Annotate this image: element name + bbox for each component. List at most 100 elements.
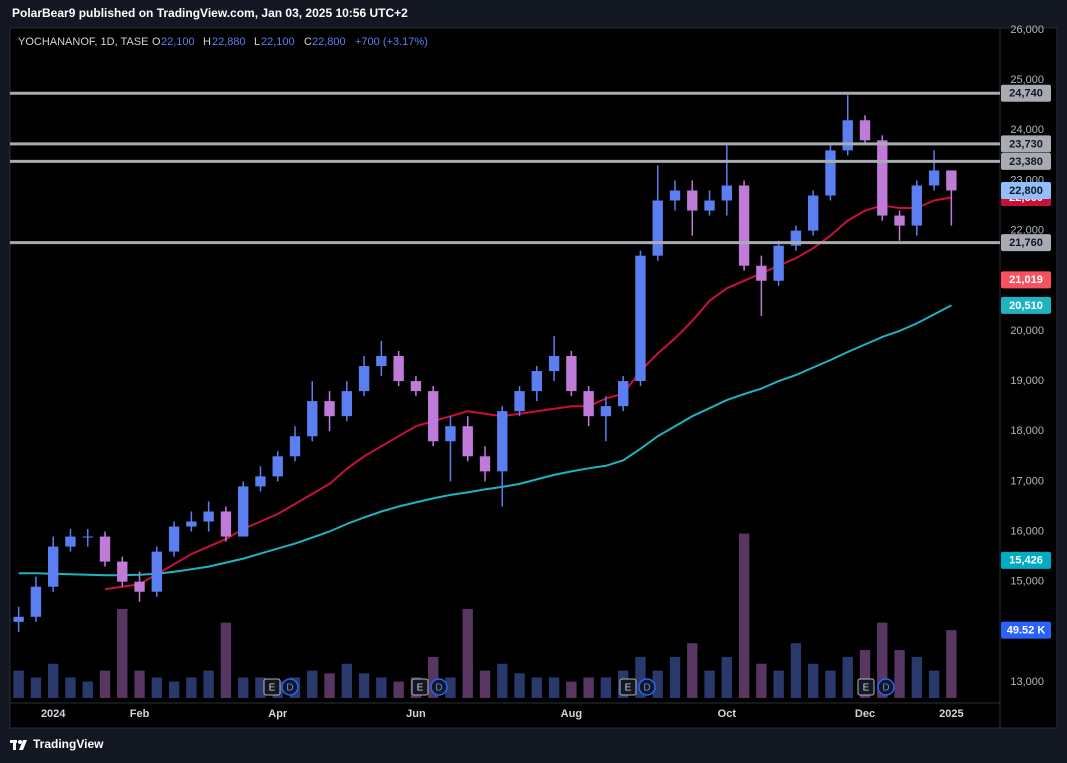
event-marker: D (882, 683, 889, 694)
candle-body (393, 356, 404, 382)
candle-body (808, 195, 819, 231)
brand-logo (10, 740, 27, 750)
candle-body (842, 120, 853, 151)
brand[interactable]: TradingView (33, 737, 104, 751)
legend-value: 22,100 (261, 36, 295, 48)
candle-body (341, 391, 352, 417)
volume-bar (790, 643, 802, 698)
volume-bar (151, 677, 162, 698)
volume-bar (548, 677, 560, 698)
volume-bar (479, 670, 491, 698)
price-tag (1001, 271, 1051, 289)
volume-bar (203, 670, 214, 698)
candle-body (428, 391, 439, 442)
candle-body (583, 391, 594, 417)
volume-bar (859, 650, 871, 698)
candle-body (618, 381, 629, 407)
candle-body (358, 366, 370, 392)
candle-body (324, 401, 335, 417)
volume-bar (531, 677, 542, 698)
volume-bar (773, 670, 784, 698)
volume-bar (669, 656, 681, 698)
legend-value: 22,880 (212, 36, 246, 48)
event-icon (877, 678, 895, 696)
candle-body (82, 536, 93, 538)
volume-bar (911, 656, 922, 698)
price-tag (1001, 551, 1051, 569)
y-tick-label: 22,000 (1010, 225, 1044, 237)
price-tag-label: 21,760 (1009, 237, 1043, 249)
candle-body (479, 456, 491, 472)
price-tag (1001, 296, 1051, 314)
volume-bar (652, 670, 663, 698)
price-tag (1001, 135, 1051, 153)
y-tick-label: 15,000 (1010, 576, 1044, 588)
price-tag-label: 49.52 K (1007, 625, 1046, 637)
volume-bar (877, 622, 888, 698)
volume-bar (842, 656, 853, 698)
candle-body (566, 356, 577, 392)
event-icon (619, 678, 637, 696)
volume-bar (82, 681, 93, 698)
candle-body (704, 200, 715, 211)
candle-body (825, 150, 836, 196)
candle-body (151, 551, 162, 592)
candle-body (756, 265, 767, 281)
volume-bar (13, 670, 24, 698)
candle-body (48, 546, 59, 587)
candle-body (859, 120, 871, 141)
x-tick-label: Jun (406, 708, 426, 720)
legend-value: 22,800 (312, 36, 346, 48)
event-icon (281, 678, 299, 696)
volume-bar (928, 670, 940, 698)
candle-body (635, 255, 646, 382)
candle-body (531, 371, 542, 392)
legend-value: 22,100 (161, 36, 195, 48)
candle-body (99, 536, 111, 562)
y-tick-label: 16,000 (1010, 525, 1044, 537)
candle-body (462, 426, 473, 457)
legend-change: +700 (+3.17%) (355, 36, 428, 48)
price-tag (1001, 234, 1051, 252)
price-tag (1001, 152, 1051, 170)
candle-body (238, 486, 249, 537)
x-tick-label: Feb (130, 708, 150, 720)
volume-bar (30, 677, 42, 698)
candle-body (687, 190, 698, 211)
volume-bar (825, 670, 836, 698)
candle-body (272, 456, 283, 477)
volume-bar (168, 681, 180, 698)
candle-body (168, 526, 180, 552)
volume-bar (48, 663, 59, 698)
candle-body (410, 381, 422, 392)
y-tick-label: 24,000 (1010, 124, 1044, 136)
volume-bar (738, 533, 750, 698)
x-tick-label: 2025 (939, 708, 963, 720)
price-tag-label: 22,800 (1009, 185, 1043, 197)
candle-body (946, 170, 957, 191)
volume-bar (134, 670, 145, 698)
volume-bar (756, 663, 767, 698)
y-tick-label: 13,000 (1010, 676, 1044, 688)
price-tag-label: 15,426 (1009, 555, 1043, 567)
candle-body (773, 245, 784, 281)
x-tick-label: Aug (561, 708, 582, 720)
y-tick-label: 18,000 (1010, 425, 1044, 437)
moving-average (18, 304, 952, 577)
candle-body (376, 356, 387, 367)
volume-bar (514, 673, 525, 698)
candle-body (669, 190, 681, 201)
volume-bar (445, 677, 456, 698)
volume-bar (65, 677, 76, 698)
volume-bar (704, 670, 715, 698)
y-tick-label: 19,000 (1010, 375, 1044, 387)
candle-body (186, 521, 197, 527)
candle-body (117, 561, 128, 582)
volume-bar (99, 670, 111, 698)
x-tick-label: Apr (268, 708, 288, 720)
legend-key: O (152, 36, 161, 48)
volume-bar (186, 677, 197, 698)
publisher: PolarBear9 published on TradingView.com,… (12, 6, 408, 20)
candle-body (220, 511, 232, 537)
